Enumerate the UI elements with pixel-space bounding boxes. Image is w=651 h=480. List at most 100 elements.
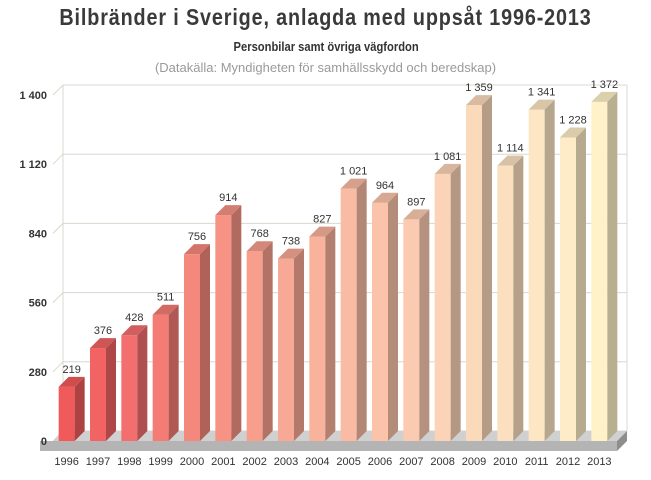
bar-side — [137, 325, 148, 441]
y-tick-label: 840 — [29, 228, 47, 240]
bar — [58, 376, 85, 441]
data-label: 428 — [125, 312, 143, 324]
bar-top — [591, 91, 618, 102]
bar-top — [309, 226, 336, 237]
labels-layer: 219 376 428 511 756 914 768 738 827 1 021 964 897 1 … — [62, 79, 618, 376]
bar-side — [106, 338, 116, 441]
bar-side — [388, 192, 398, 441]
bar-top — [152, 304, 179, 315]
bar — [403, 209, 430, 441]
data-label: 1 341 — [528, 87, 556, 99]
bar-top — [403, 209, 430, 220]
y-tick-label: 0 — [41, 436, 47, 448]
bar-top — [58, 376, 85, 387]
bar-top — [90, 338, 116, 349]
x-tick-label: 1996 — [54, 456, 78, 468]
bar — [121, 325, 148, 441]
y-tick-label: 560 — [29, 298, 47, 310]
bar — [278, 248, 304, 441]
bar-front — [434, 173, 451, 442]
x-tick-label: 2008 — [430, 456, 454, 468]
data-label: 219 — [62, 364, 80, 376]
bar-front — [309, 236, 326, 441]
bar — [246, 241, 273, 441]
bar-top — [466, 95, 492, 106]
x-tick-label: 2011 — [525, 456, 549, 468]
gridline-side — [52, 153, 64, 165]
bar — [340, 178, 367, 441]
x-tick-label: 2000 — [180, 456, 204, 468]
bar-front — [560, 137, 576, 441]
bar-front — [90, 348, 106, 441]
data-label: 1 228 — [559, 115, 587, 127]
floor-front — [40, 441, 617, 451]
bar-front — [184, 254, 200, 441]
x-tick-label: 2003 — [274, 456, 298, 468]
gridline-side — [52, 84, 64, 96]
bar — [528, 99, 555, 442]
bar-front — [58, 386, 75, 441]
bar-side — [513, 155, 524, 441]
x-tick-label: 2006 — [368, 456, 392, 468]
chart-title: Bilbränder i Sverige, anlagda med uppsåt… — [59, 4, 592, 30]
bar — [434, 163, 461, 442]
bar-side — [482, 95, 492, 441]
data-label: 376 — [94, 325, 112, 337]
bar-front — [215, 215, 232, 441]
bar-front — [246, 251, 263, 441]
bar-top — [372, 192, 398, 203]
bar-side — [262, 241, 273, 441]
bar-front — [403, 219, 420, 441]
data-label: 914 — [219, 192, 237, 204]
bar-top — [121, 325, 148, 336]
data-label: 1 021 — [340, 166, 368, 178]
bar-front — [528, 109, 545, 442]
bar — [152, 304, 179, 441]
bar-side — [356, 178, 367, 441]
bar-front — [121, 335, 138, 441]
bar-top — [215, 205, 242, 216]
bar-side — [607, 91, 618, 442]
bar-top — [340, 178, 367, 189]
data-label: 738 — [282, 236, 300, 248]
y-tick-label: 1 400 — [19, 90, 47, 102]
bar-side — [200, 244, 210, 441]
bar — [309, 226, 336, 441]
bar-side — [419, 209, 430, 441]
axis-layer: 0 280 560 840 1 120 1 400 1996 1997 1998 1999 2000… — [19, 90, 611, 468]
data-label: 964 — [376, 180, 394, 192]
data-label: 1 372 — [591, 79, 619, 91]
bar-front — [497, 165, 514, 441]
bar-side — [544, 99, 555, 442]
x-tick-label: 2002 — [242, 456, 266, 468]
bar-front — [340, 188, 357, 441]
bar-side — [450, 163, 461, 442]
bar — [90, 338, 116, 441]
x-tick-label: 1997 — [86, 456, 110, 468]
y-tick-label: 280 — [29, 367, 47, 379]
y-tick-label: 1 120 — [19, 159, 47, 171]
floor-side — [617, 431, 627, 451]
bar-side — [231, 205, 242, 441]
x-tick-label: 2009 — [462, 456, 486, 468]
data-label: 897 — [407, 196, 425, 208]
x-tick-label: 2012 — [556, 456, 580, 468]
bar-front — [466, 105, 482, 441]
data-label: 1 081 — [434, 151, 462, 163]
chart-subtitle: Personbilar samt övriga vägfordon — [233, 39, 419, 54]
x-tick-label: 2013 — [587, 456, 611, 468]
data-label: 827 — [313, 214, 331, 226]
bar-top — [246, 241, 273, 252]
bar-front — [278, 258, 294, 441]
bar-top — [278, 248, 304, 259]
x-tick-label: 2005 — [336, 456, 360, 468]
bar-top — [497, 155, 524, 166]
x-tick-label: 1998 — [117, 456, 141, 468]
bar-top — [184, 244, 210, 255]
bar-top — [434, 163, 461, 174]
data-label: 756 — [188, 231, 206, 243]
bar-side — [294, 248, 304, 441]
bar — [215, 205, 242, 441]
bar — [560, 127, 586, 441]
bar-side — [325, 226, 336, 441]
